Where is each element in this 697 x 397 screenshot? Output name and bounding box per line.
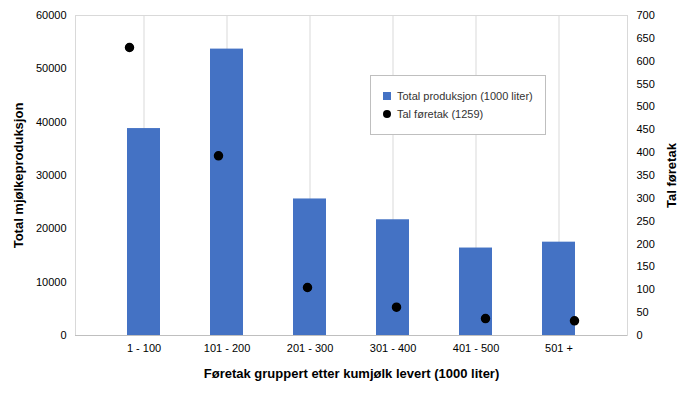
svg-text:250: 250 [637, 215, 655, 227]
svg-text:350: 350 [637, 169, 655, 181]
svg-text:300: 300 [637, 192, 655, 204]
svg-text:700: 700 [637, 9, 655, 21]
svg-text:50000: 50000 [36, 62, 67, 74]
svg-text:450: 450 [637, 123, 655, 135]
svg-text:30000: 30000 [36, 169, 67, 181]
svg-text:20000: 20000 [36, 222, 67, 234]
svg-text:Føretak gruppert etter kumjølk: Føretak gruppert etter kumjølk levert (1… [204, 366, 499, 381]
svg-text:500: 500 [637, 100, 655, 112]
svg-text:0: 0 [637, 329, 643, 341]
svg-text:301 - 400: 301 - 400 [370, 342, 416, 354]
svg-text:0: 0 [60, 329, 66, 341]
html-text:Tal føretak (1259): Tal føretak (1259) [397, 108, 484, 120]
svg-text:100: 100 [637, 283, 655, 295]
svg-text:Total mjølkeproduksjon: Total mjølkeproduksjon [11, 103, 26, 249]
svg-text:40000: 40000 [36, 116, 67, 128]
svg-text:600: 600 [637, 55, 655, 67]
svg-text:50: 50 [637, 306, 649, 318]
svg-text:Tal føretak: Tal føretak [664, 142, 679, 208]
svg-text:401 - 500: 401 - 500 [453, 342, 499, 354]
svg-text:201 - 300: 201 - 300 [287, 342, 333, 354]
svg-text:150: 150 [637, 260, 655, 272]
svg-text:1 - 100: 1 - 100 [127, 342, 161, 354]
svg-text:10000: 10000 [36, 276, 67, 288]
svg-text:400: 400 [637, 146, 655, 158]
svg-text:501 +: 501 + [545, 342, 573, 354]
svg-text:60000: 60000 [36, 9, 67, 21]
svg-text:101 - 200: 101 - 200 [204, 342, 250, 354]
svg-text:650: 650 [637, 32, 655, 44]
svg-text:200: 200 [637, 238, 655, 250]
svg-text:550: 550 [637, 78, 655, 90]
html-text:Total produksjon (1000 liter): Total produksjon (1000 liter) [397, 90, 533, 102]
